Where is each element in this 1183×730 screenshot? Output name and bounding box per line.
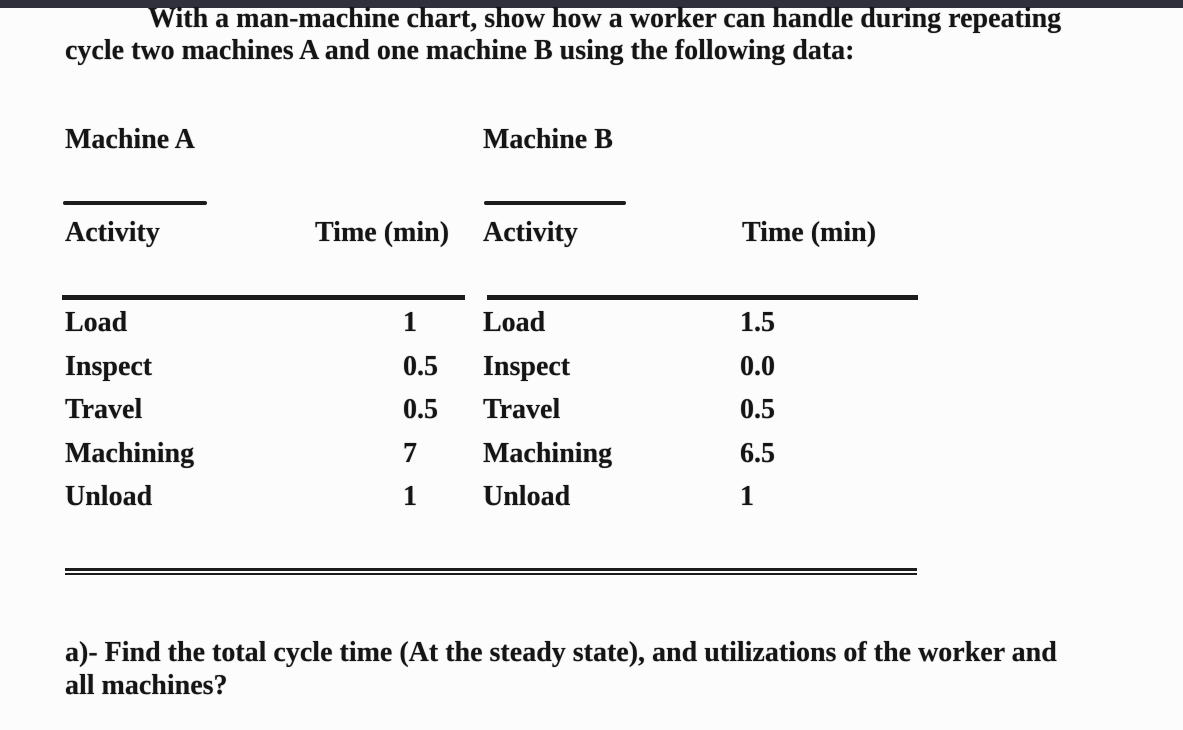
time-cell: 0.0 bbox=[740, 350, 775, 382]
machine-b-title-underline bbox=[484, 201, 626, 205]
machine-b-activity-header: Activity bbox=[483, 217, 578, 248]
machine-a-table-top-rule bbox=[62, 295, 465, 300]
activity-cell: Machining bbox=[65, 437, 195, 469]
table-row: Inspect 0.0 bbox=[483, 351, 918, 395]
activity-cell: Unload bbox=[483, 481, 571, 512]
time-cell: 1 bbox=[403, 481, 417, 512]
activity-cell: Inspect bbox=[65, 350, 153, 382]
machine-a-activity-header: Activity bbox=[65, 217, 160, 248]
question-text: a)- Find the total cycle time (At the st… bbox=[65, 636, 1080, 702]
machine-b-time-header: Time (min) bbox=[742, 217, 877, 248]
time-cell: 1 bbox=[403, 307, 417, 338]
machine-b-table-body: Load 1.5 Inspect 0.0 Travel 0.5 Machinin… bbox=[483, 307, 918, 525]
machine-a-title: Machine A bbox=[65, 124, 195, 155]
time-cell: 7 bbox=[403, 437, 417, 469]
scan-edge-top-bar bbox=[0, 0, 1183, 8]
table-row: Load 1.5 bbox=[483, 307, 918, 351]
problem-statement-line-1: With a man-machine chart, show how a wor… bbox=[148, 3, 1062, 34]
machine-a-table-body: Load 1 Inspect 0.5 Travel 0.5 Machining … bbox=[65, 307, 465, 525]
activity-cell: Load bbox=[483, 307, 546, 338]
time-cell: 1 bbox=[740, 481, 754, 512]
activity-cell: Inspect bbox=[483, 350, 571, 382]
machine-a-title-underline bbox=[63, 201, 207, 205]
table-row: Unload 1 bbox=[483, 481, 918, 525]
time-cell: 1.5 bbox=[740, 307, 775, 338]
table-row: Unload 1 bbox=[65, 481, 465, 525]
time-cell: 6.5 bbox=[740, 437, 775, 469]
time-cell: 0.5 bbox=[403, 394, 438, 425]
problem-statement-line-2: cycle two machines A and one machine B u… bbox=[65, 35, 855, 66]
table-bottom-rule bbox=[65, 568, 917, 575]
activity-cell: Travel bbox=[483, 394, 561, 425]
machine-b-title: Machine B bbox=[483, 124, 613, 155]
table-row: Inspect 0.5 bbox=[65, 351, 465, 395]
table-row: Travel 0.5 bbox=[483, 394, 918, 438]
activity-cell: Load bbox=[65, 307, 128, 338]
time-cell: 0.5 bbox=[740, 394, 775, 425]
question-line-1: a)- Find the total cycle time (At the st… bbox=[65, 637, 1057, 668]
activity-cell: Unload bbox=[65, 481, 153, 512]
activity-cell: Machining bbox=[483, 437, 613, 469]
table-row: Machining 6.5 bbox=[483, 438, 918, 482]
machine-a-time-header: Time (min) bbox=[315, 217, 450, 248]
table-row: Machining 7 bbox=[65, 438, 465, 482]
machine-b-table-top-rule bbox=[487, 295, 918, 300]
problem-statement: With a man-machine chart, show how a wor… bbox=[65, 3, 1075, 67]
activity-cell: Travel bbox=[65, 394, 143, 425]
table-row: Travel 0.5 bbox=[65, 394, 465, 438]
time-cell: 0.5 bbox=[403, 350, 438, 382]
question-line-2: all machines? bbox=[65, 670, 228, 701]
table-row: Load 1 bbox=[65, 307, 465, 351]
